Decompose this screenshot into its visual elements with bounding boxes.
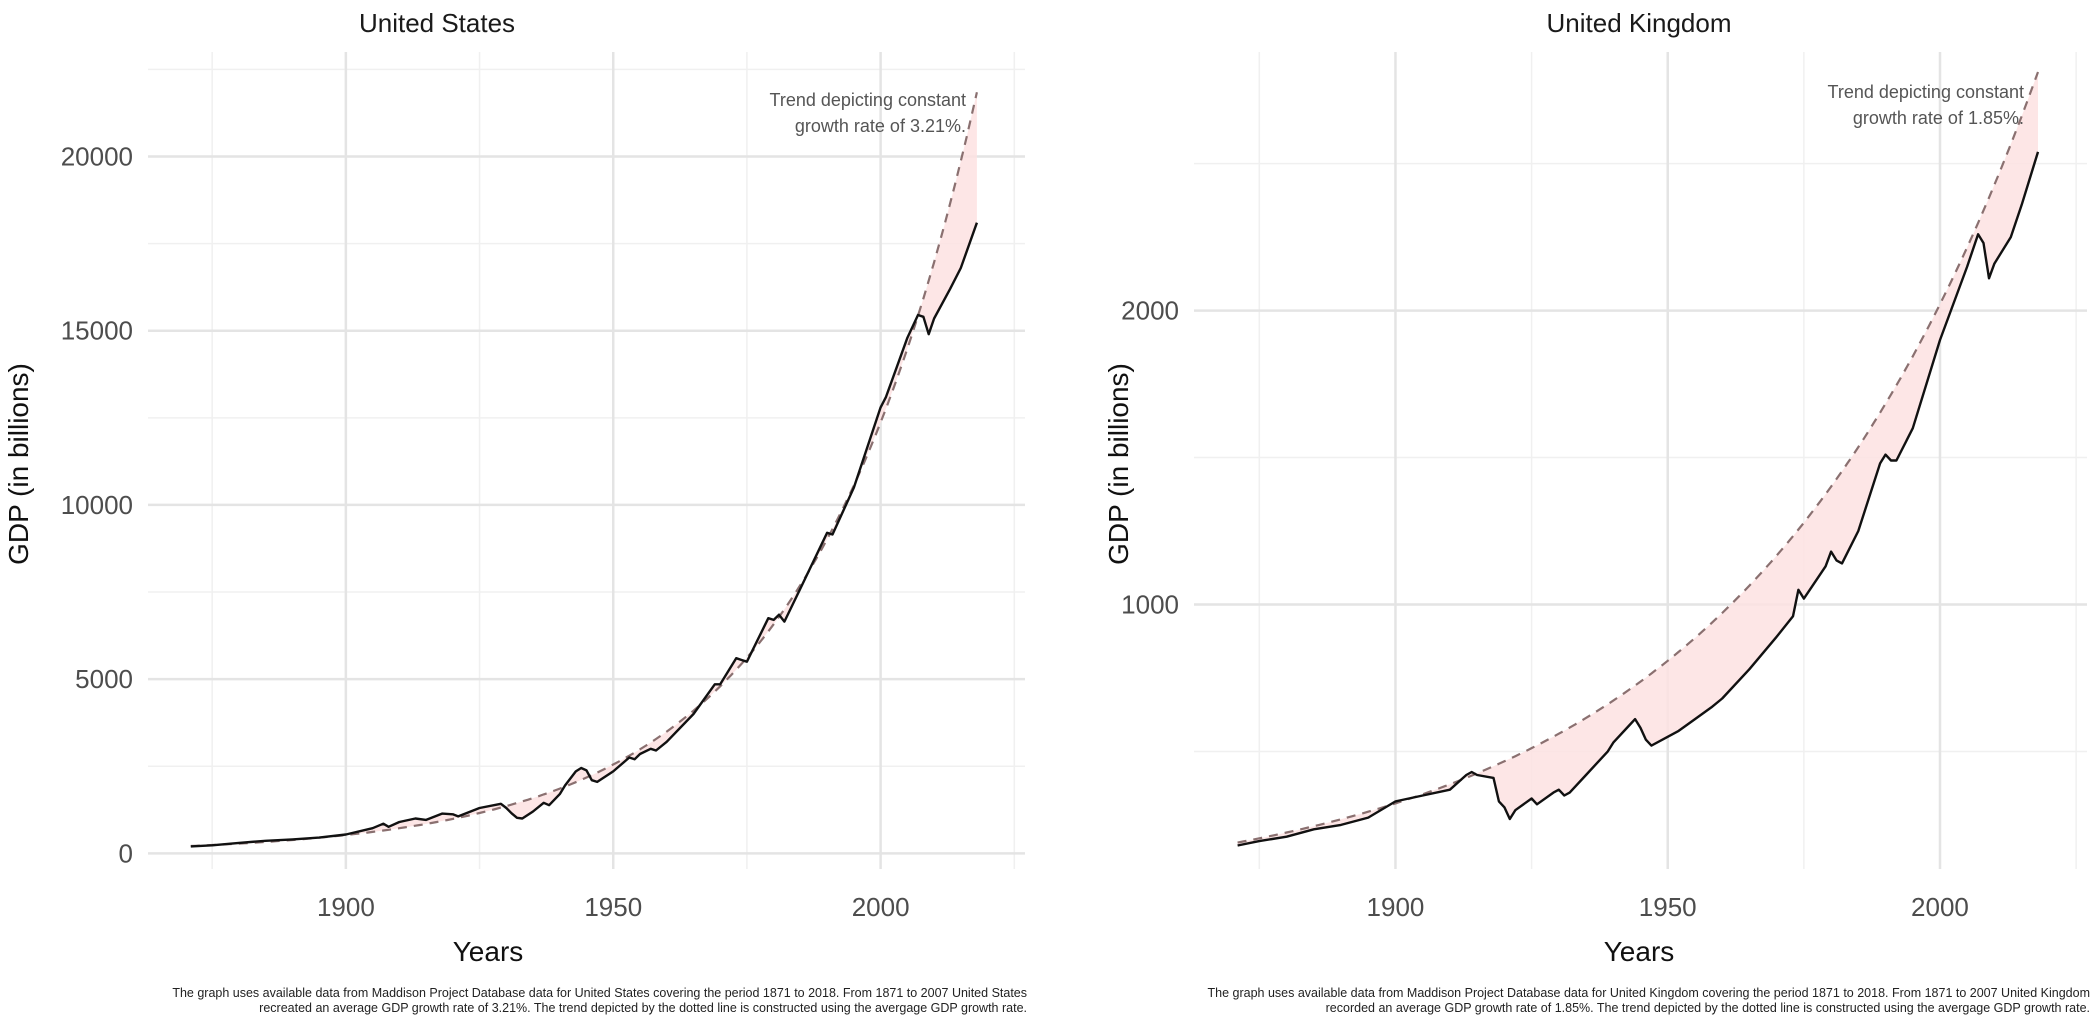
x-axis-label: Years — [1603, 936, 1675, 967]
trend-line — [1237, 71, 2040, 844]
annotation-line-2: growth rate of 3.21%. — [795, 116, 966, 136]
caption-line-1: The graph uses available data from Maddi… — [1207, 986, 2090, 1000]
annotation-line-1: Trend depicting constant — [770, 90, 966, 110]
chart-caption: The graph uses available data from Maddi… — [172, 986, 1027, 1016]
y-axis-ticks: 1000 2000 — [1121, 296, 1179, 620]
chart-svg-united-states: 1900 1950 2000 0 5000 10000 15000 20000 Trend … — [61, 52, 1025, 922]
y-axis-label: GDP (in billions) — [1103, 363, 1134, 565]
x-axis-ticks: 1900 1950 2000 — [317, 892, 910, 922]
y-tick-label: 20000 — [61, 142, 133, 172]
chart-caption: The graph uses available data from Maddi… — [1208, 986, 2090, 1016]
x-tick-label: 2000 — [1911, 892, 1969, 922]
x-axis-ticks: 1900 1950 2000 — [1367, 892, 1969, 922]
caption-line-1: The graph uses available data from Maddi… — [172, 986, 1027, 1000]
minor-grid — [1194, 52, 2087, 869]
x-tick-label: 1950 — [1639, 892, 1697, 922]
y-tick-label: 1000 — [1121, 590, 1179, 620]
caption-line-2: recreated an average GDP growth rate of … — [259, 1001, 1027, 1015]
chart-panel-united-states: 1900 1950 2000 0 5000 10000 15000 20000 Trend … — [3, 8, 1027, 1016]
major-grid — [1194, 52, 2087, 869]
x-tick-label: 2000 — [852, 892, 910, 922]
gdp-series-line — [1237, 151, 2040, 847]
x-axis-label: Years — [452, 936, 524, 967]
y-axis-label: GDP (in billions) — [3, 363, 34, 565]
y-tick-label: 5000 — [75, 664, 133, 694]
major-grid — [148, 52, 1025, 869]
gdp-series-line — [190, 222, 979, 848]
annotation-line-1: Trend depicting constant — [1828, 82, 2024, 102]
trend-gap-ribbon — [1237, 72, 2038, 846]
annotation-line-2: growth rate of 1.85%. — [1853, 108, 2024, 128]
y-tick-label: 0 — [119, 838, 133, 868]
chart-title: United Kingdom — [1546, 8, 1732, 38]
x-tick-label: 1950 — [584, 892, 642, 922]
chart-svg-united-kingdom: 1900 1950 2000 1000 2000 Trend depicting co… — [1121, 52, 2087, 922]
chart-title: United States — [358, 8, 516, 38]
y-axis-ticks: 0 5000 10000 15000 20000 — [61, 142, 133, 869]
caption-line-2: recorded an average GDP growth rate of 1… — [1325, 1001, 2090, 1015]
x-tick-label: 1900 — [1367, 892, 1425, 922]
y-tick-label: 15000 — [61, 316, 133, 346]
y-tick-label: 10000 — [61, 490, 133, 520]
x-tick-label: 1900 — [317, 892, 375, 922]
y-tick-label: 2000 — [1121, 296, 1179, 326]
minor-grid — [148, 52, 1025, 869]
chart-panel-united-kingdom: 1900 1950 2000 1000 2000 Trend depicting co… — [1047, 0, 2094, 1030]
